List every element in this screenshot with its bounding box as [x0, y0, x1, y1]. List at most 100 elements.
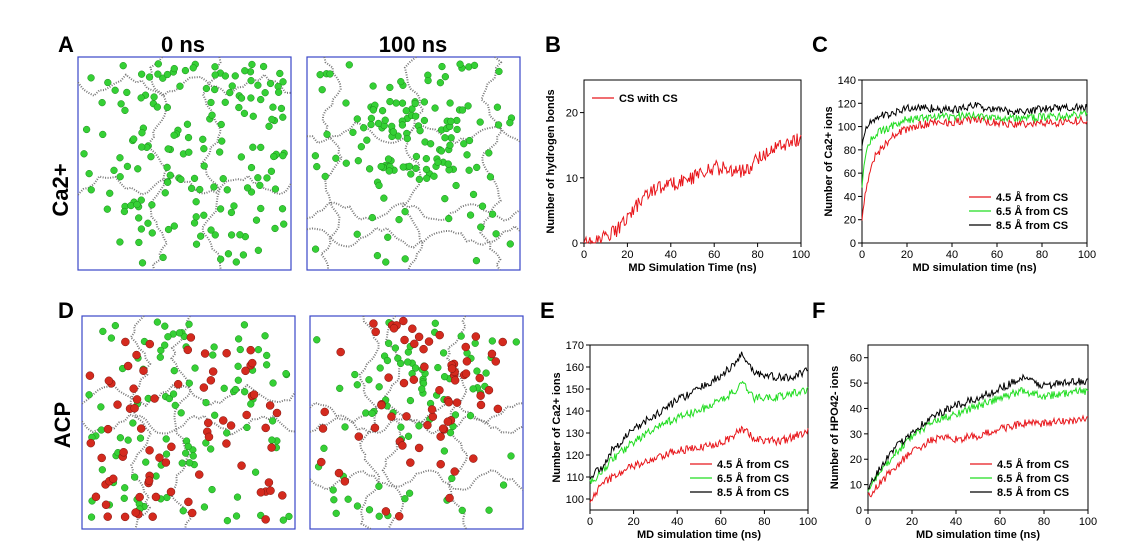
ca-ion: [162, 450, 171, 458]
phosphate-ion: [222, 439, 231, 448]
ca-ion: [211, 411, 219, 419]
ca-ion: [488, 337, 496, 345]
legend-entry: 4.5 Å from CS: [996, 191, 1068, 204]
ca-ion: [396, 359, 405, 368]
ca-ion: [248, 60, 256, 69]
ca-ion: [249, 143, 257, 151]
ca-ion: [185, 459, 194, 467]
ca-ion: [376, 364, 384, 372]
panel-letter-c: C: [812, 32, 828, 57]
ca-ion: [138, 143, 146, 151]
panel-letter-b: B: [545, 32, 561, 57]
ca-ion: [207, 226, 215, 234]
phosphate-ion: [145, 339, 155, 349]
ca-ion: [231, 385, 240, 394]
ca-ion: [378, 107, 387, 115]
phosphate-ion: [139, 366, 148, 375]
phosphate-ion: [491, 357, 501, 366]
x-tick-label: 20: [621, 249, 633, 261]
phosphate-ion: [427, 405, 437, 414]
ca-ion: [423, 174, 431, 182]
phosphate-ion: [320, 407, 329, 417]
ca-ion: [164, 178, 172, 186]
legend-entry: 8.5 Å from CS: [996, 219, 1068, 232]
row-label-ca: Ca2+: [48, 163, 73, 216]
ca-ion: [440, 373, 449, 381]
phosphate-ion: [471, 332, 481, 341]
ca-ion: [316, 71, 324, 79]
ca-ion: [268, 115, 276, 124]
legend-entry: CS with CS: [619, 93, 678, 105]
ca-ion: [407, 170, 415, 178]
phosphate-ion: [389, 324, 399, 333]
ca-ion: [332, 509, 340, 517]
ca-ion: [120, 494, 128, 502]
ca-ion: [448, 474, 456, 483]
ca-ion: [451, 411, 460, 419]
column-title-0ns: 0 ns: [161, 32, 205, 57]
ca-ion: [161, 341, 169, 349]
ca-ion: [499, 481, 508, 489]
ca-ion: [506, 240, 514, 248]
ca-ion: [383, 356, 392, 365]
x-tick-label: 100: [799, 516, 817, 528]
ca-ion: [375, 383, 383, 391]
ca-ion: [402, 107, 410, 115]
y-axis-label: Number of Ca2+ ions: [551, 372, 563, 482]
ca-ion: [164, 333, 172, 341]
ca-ion: [234, 376, 242, 384]
phosphate-ion: [340, 477, 350, 486]
ca-ion: [124, 436, 132, 444]
ca-ion: [223, 429, 231, 437]
phosphate-ion: [247, 358, 257, 368]
ca-ion: [251, 468, 260, 476]
ca-ion: [472, 257, 481, 265]
ca-ion: [265, 122, 273, 130]
x-axis-label: MD Simulation Time (ns): [628, 262, 756, 274]
phosphate-ion: [424, 337, 434, 346]
ca-ion: [257, 143, 265, 152]
ca-ion: [367, 120, 375, 129]
phosphate-ion: [493, 404, 503, 414]
phosphate-ion: [450, 467, 459, 476]
cs-chain: [77, 174, 292, 196]
ca-ion: [365, 506, 374, 514]
ca-ion: [232, 258, 240, 266]
ca-ion: [353, 502, 362, 510]
ca-ion: [345, 61, 353, 69]
ca-ion: [280, 220, 288, 228]
ca-ion: [261, 89, 269, 97]
ca-ion: [97, 426, 106, 434]
phosphate-ion: [261, 515, 270, 524]
ca-ion: [466, 211, 475, 219]
series-line-3: [589, 351, 809, 480]
phosphate-ion: [135, 492, 144, 502]
phosphate-ion: [445, 493, 454, 503]
ca-ion: [488, 210, 497, 218]
x-tick-label: 60: [708, 249, 720, 261]
ca-ion: [254, 345, 263, 354]
ca-ion: [200, 503, 209, 511]
ca-ion: [236, 345, 244, 354]
ca-ion: [406, 396, 415, 405]
ca-ion: [384, 339, 393, 347]
phosphate-ion: [261, 423, 270, 433]
y-tick-label: 100: [566, 494, 584, 506]
x-tick-label: 40: [946, 249, 958, 261]
y-tick-label: 140: [838, 75, 856, 87]
phosphate-ion: [408, 324, 417, 333]
ca-ion: [134, 165, 142, 173]
snapshot-d-100ns: [309, 315, 524, 530]
ca-ion: [226, 88, 234, 97]
phosphate-ion: [166, 487, 176, 497]
ca-ion: [277, 104, 286, 113]
ca-ion: [106, 189, 114, 197]
phosphate-ion: [129, 384, 138, 393]
ca-ion: [473, 367, 481, 375]
ca-ion: [441, 73, 449, 81]
phosphate-ion: [130, 403, 139, 413]
ca-ion: [200, 211, 208, 219]
ca-ion: [465, 166, 473, 174]
ca-ion: [434, 363, 442, 372]
x-tick-label: 100: [1079, 516, 1097, 528]
